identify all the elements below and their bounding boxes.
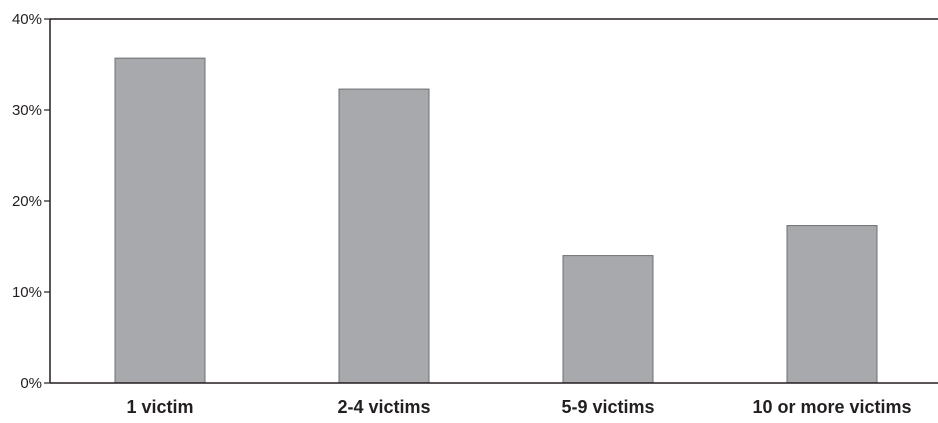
y-tick-label: 0% [20,375,42,392]
y-tick-label: 10% [12,284,42,301]
y-tick-label: 40% [12,11,42,28]
x-category-label: 5-9 victims [561,397,654,417]
bar [114,57,206,384]
x-axis-labels: 1 victim 2-4 victims 5-9 victims 10 or more… [126,397,911,417]
y-tick-label: 20% [12,193,42,210]
bars-layer [114,57,878,384]
bar [338,88,430,384]
x-category-label: 1 victim [126,397,193,417]
y-tick-label: 30% [12,102,42,119]
x-category-label: 2-4 victims [337,397,430,417]
x-category-label: 10 or more victims [752,397,911,417]
y-axis-ticks: 0% 10% 20% 30% 40% [12,11,50,392]
bar [786,225,878,384]
bar [562,255,654,384]
